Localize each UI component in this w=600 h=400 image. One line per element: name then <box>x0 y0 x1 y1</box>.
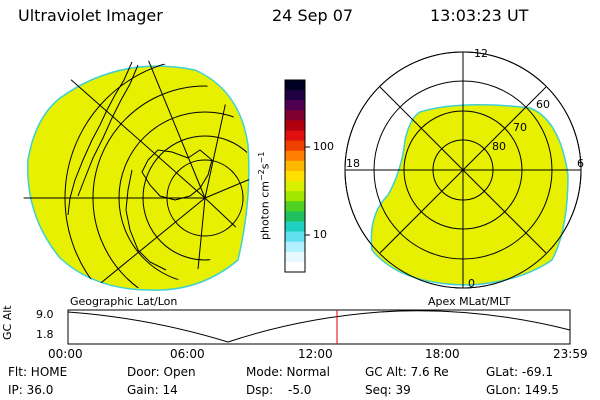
mlt-label-6: 6 <box>577 157 584 170</box>
colorbar-swatch <box>285 140 305 152</box>
coastline <box>67 61 133 216</box>
date-label: 24 Sep 07 <box>272 6 354 25</box>
colorbar-swatch <box>285 130 305 142</box>
meridian-line <box>204 197 249 251</box>
colorbar-swatch <box>285 80 305 91</box>
time-tick-1800: 18:00 <box>425 347 460 361</box>
altitude-ytick-1-8: 1.8 <box>36 328 54 341</box>
colorbar-label-100: 100 <box>313 140 334 153</box>
colorbar-swatch <box>285 181 305 192</box>
meridian-line <box>139 60 206 199</box>
altitude-ytick-9: 9.0 <box>36 308 54 321</box>
colorbar-unit-label: photon cm−2s−1 <box>257 151 272 240</box>
gc-altitude: GC Alt: 7.6 Re <box>365 365 449 379</box>
geographic-caption: Geographic Lat/Lon <box>70 295 178 308</box>
mlt-label-18: 18 <box>346 157 360 170</box>
coastline <box>141 149 213 201</box>
colorbar-label-10: 10 <box>313 228 327 241</box>
door-status: Door: Open <box>127 365 196 379</box>
ip-value: IP: 36.0 <box>8 383 54 397</box>
altitude-curve <box>67 310 571 343</box>
colorbar-swatch <box>285 261 305 273</box>
flight-status: Flt: HOME <box>8 365 68 379</box>
left-image-blob <box>27 65 250 291</box>
colorbar-swatch <box>285 120 305 132</box>
colorbar-swatch <box>285 160 305 172</box>
colorbar-swatch <box>285 150 305 162</box>
colorbar-swatch <box>285 191 305 202</box>
time-tick-0600: 06:00 <box>170 347 205 361</box>
geographic-longitude: GLon: 149.5 <box>486 383 559 397</box>
time-tick-2359: 23:59 <box>553 347 588 361</box>
colorbar-swatch <box>285 170 305 182</box>
mlat-label-60: 60 <box>536 98 550 111</box>
geographic-latitude: GLat: -69.1 <box>486 365 553 379</box>
meridian-line <box>204 174 249 199</box>
gain-value: Gain: 14 <box>127 383 178 397</box>
time-label: 13:03:23 UT <box>430 6 529 25</box>
colorbar-swatch <box>285 100 305 111</box>
mlt-line-diag <box>379 86 547 254</box>
colorbar-swatch <box>285 241 305 253</box>
colorbar-swatch <box>285 201 305 212</box>
altitude-plot-frame <box>67 309 571 345</box>
sequence-number: Seq: 39 <box>365 383 411 397</box>
coastline <box>77 64 139 197</box>
coastline <box>125 169 167 271</box>
colorbar-swatch <box>285 221 305 233</box>
apex-caption: Apex MLat/MLT <box>428 295 511 308</box>
dsp-label: Dsp: <box>246 383 274 397</box>
meridian-line <box>59 69 206 199</box>
colorbar-swatch <box>285 211 305 222</box>
time-tick-0000: 00:00 <box>48 347 83 361</box>
apex-polar-plot <box>344 51 582 289</box>
mlt-label-12: 12 <box>474 47 488 60</box>
dsp-value: -5.0 <box>288 383 312 397</box>
colorbar-swatch <box>285 251 305 263</box>
altitude-plot <box>67 309 571 345</box>
mlat-label-80: 80 <box>492 140 506 153</box>
altitude-ylabel: GC Alt <box>1 305 14 340</box>
time-tick-1200: 12:00 <box>298 347 333 361</box>
colorbar <box>284 79 310 273</box>
colorbar-swatch <box>285 110 305 121</box>
mode-status: Mode: Normal <box>246 365 330 379</box>
instrument-title: Ultraviolet Imager <box>18 6 163 25</box>
colorbar-swatch <box>285 231 305 243</box>
colorbar-swatch <box>285 90 305 101</box>
mlt-label-0: 0 <box>468 277 475 290</box>
mlat-label-70: 70 <box>513 121 527 134</box>
